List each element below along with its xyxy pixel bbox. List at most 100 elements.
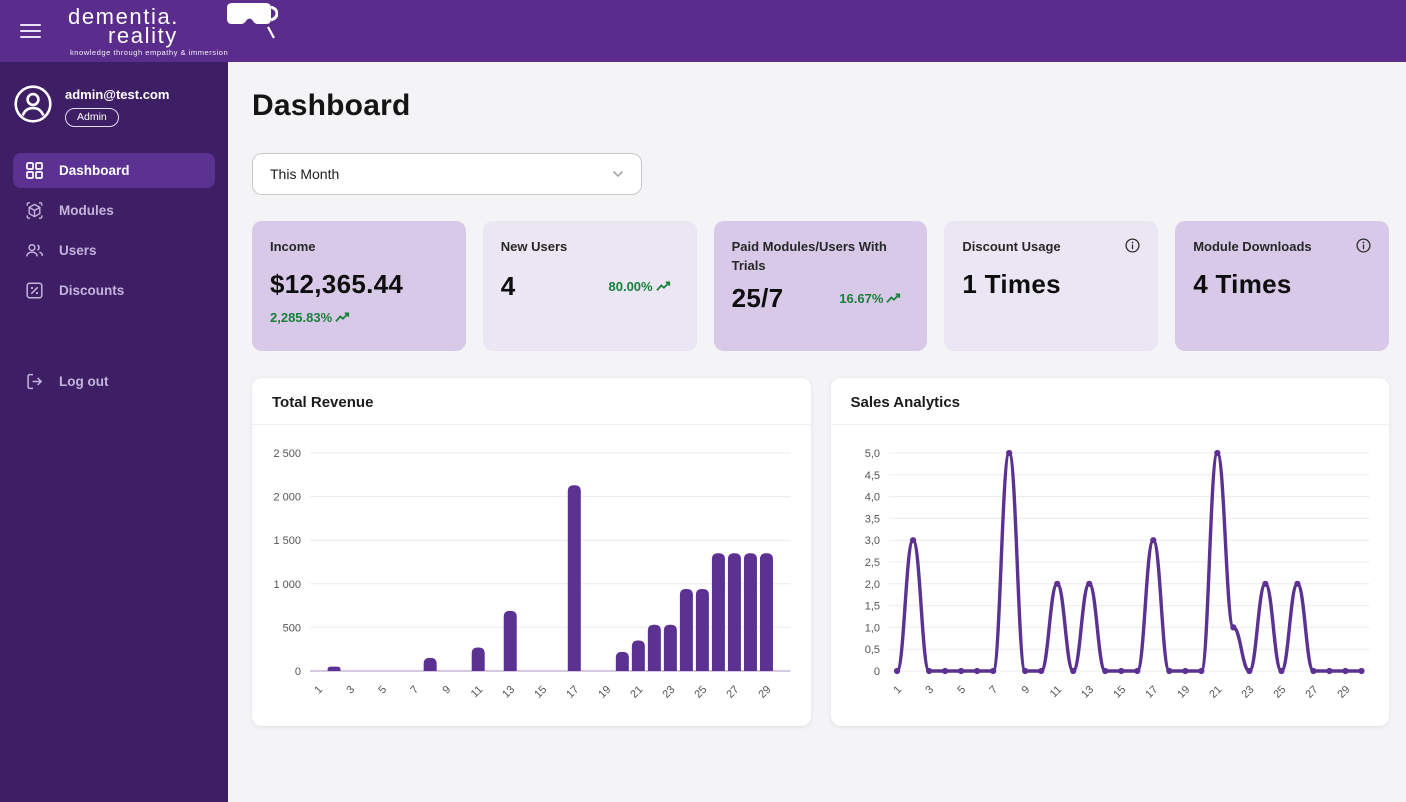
svg-text:1,0: 1,0 xyxy=(864,622,879,634)
svg-text:2,0: 2,0 xyxy=(864,579,879,591)
period-dropdown[interactable]: This Month xyxy=(252,153,642,195)
svg-text:17: 17 xyxy=(1143,684,1160,701)
point-day-29 xyxy=(1341,667,1349,675)
svg-text:9: 9 xyxy=(440,684,453,697)
bar-day-24 xyxy=(679,589,693,671)
bar-day-2 xyxy=(327,666,341,671)
chart-title: Sales Analytics xyxy=(830,378,1389,425)
hamburger-icon[interactable] xyxy=(20,20,41,42)
info-icon[interactable] xyxy=(1356,238,1371,253)
users-icon xyxy=(26,243,44,257)
stat-cards-row: Income $12,365.44 2,285.83% New Users 4 … xyxy=(252,221,1389,351)
svg-text:23: 23 xyxy=(660,684,677,701)
point-day-27 xyxy=(1309,667,1317,675)
svg-text:25: 25 xyxy=(1271,684,1288,701)
svg-text:5: 5 xyxy=(955,684,968,697)
bar-day-13 xyxy=(503,610,517,671)
svg-text:29: 29 xyxy=(1335,684,1352,701)
trending-up-icon xyxy=(655,281,670,292)
bar-day-11 xyxy=(471,647,485,671)
point-day-21 xyxy=(1213,449,1220,457)
stat-card-change: 16.67% xyxy=(839,291,901,306)
svg-text:11: 11 xyxy=(1047,684,1064,701)
svg-text:500: 500 xyxy=(283,622,301,634)
svg-text:27: 27 xyxy=(1303,684,1320,701)
svg-text:3,5: 3,5 xyxy=(864,513,879,525)
svg-text:21: 21 xyxy=(1207,684,1224,701)
svg-text:15: 15 xyxy=(532,684,549,701)
sidebar-item-dashboard[interactable]: Dashboard xyxy=(13,153,215,188)
svg-text:23: 23 xyxy=(1239,684,1256,701)
svg-text:7: 7 xyxy=(408,684,421,697)
svg-text:27: 27 xyxy=(724,684,741,701)
svg-text:0,5: 0,5 xyxy=(864,644,879,656)
svg-text:1: 1 xyxy=(312,684,325,697)
point-day-23 xyxy=(1245,667,1252,675)
point-day-25 xyxy=(1277,667,1285,675)
point-day-13 xyxy=(1085,580,1092,587)
dashboard-icon xyxy=(26,162,43,179)
stat-card-income: Income $12,365.44 2,285.83% xyxy=(252,221,466,351)
bar-day-22 xyxy=(647,624,661,671)
point-day-24 xyxy=(1261,580,1268,587)
chevron-down-icon xyxy=(612,170,624,178)
bar-day-28 xyxy=(743,553,757,671)
logo-tagline: knowledge through empathy & immersion xyxy=(70,48,229,57)
point-day-26 xyxy=(1293,580,1301,587)
page-title: Dashboard xyxy=(252,89,411,122)
svg-text:2 500: 2 500 xyxy=(274,448,302,460)
user-profile: admin@test.com Admin xyxy=(13,84,228,129)
bar-day-21 xyxy=(631,640,645,671)
stat-card-value: $12,365.44 xyxy=(270,268,404,299)
svg-text:9: 9 xyxy=(1019,684,1032,697)
stat-card-value: 1 Times xyxy=(962,268,1061,299)
point-day-19 xyxy=(1181,667,1188,675)
svg-text:13: 13 xyxy=(500,684,517,701)
svg-text:25: 25 xyxy=(692,684,709,701)
point-day-11 xyxy=(1053,580,1060,587)
point-day-6 xyxy=(973,667,980,675)
vr-headset-icon xyxy=(222,0,279,47)
svg-text:15: 15 xyxy=(1111,684,1128,701)
svg-text:5: 5 xyxy=(376,684,389,697)
account-circle-icon xyxy=(13,84,53,129)
bar-day-17 xyxy=(567,485,581,671)
point-day-4 xyxy=(941,667,948,675)
svg-text:1 500: 1 500 xyxy=(274,535,302,547)
info-icon[interactable] xyxy=(1125,238,1140,253)
point-day-30 xyxy=(1357,667,1365,675)
point-day-18 xyxy=(1165,667,1172,675)
cube-icon xyxy=(26,202,43,219)
point-day-20 xyxy=(1197,667,1204,675)
svg-text:1: 1 xyxy=(891,684,904,697)
stat-card-value: 4 xyxy=(500,270,516,301)
point-day-5 xyxy=(957,667,964,675)
sidebar-nav: Dashboard Modules Users xyxy=(0,153,228,399)
stat-card-change: 2,285.83% xyxy=(270,310,350,325)
stat-card-paid-modules: Paid Modules/Users With Trials 25/7 16.6… xyxy=(713,221,928,351)
point-day-15 xyxy=(1117,667,1124,675)
svg-text:4,5: 4,5 xyxy=(864,470,879,482)
svg-text:3: 3 xyxy=(923,684,936,697)
sidebar-item-logout[interactable]: Log out xyxy=(13,364,215,399)
sidebar-item-label: Modules xyxy=(59,203,114,218)
point-day-7 xyxy=(989,667,996,675)
bar-day-27 xyxy=(727,553,741,671)
sidebar-item-modules[interactable]: Modules xyxy=(13,193,215,228)
svg-text:19: 19 xyxy=(1175,684,1192,701)
top-bar: dementia. reality knowledge through empa… xyxy=(0,0,1406,62)
role-badge: Admin xyxy=(65,108,119,127)
sidebar: admin@test.com Admin Dashboard Modules xyxy=(0,62,228,802)
point-day-22 xyxy=(1229,624,1236,631)
svg-text:2,5: 2,5 xyxy=(864,557,879,569)
sidebar-item-users[interactable]: Users xyxy=(13,233,215,268)
stat-card-new-users: New Users 4 80.00% xyxy=(482,221,697,351)
sidebar-item-discounts[interactable]: Discounts xyxy=(13,273,215,308)
stat-card-value: 25/7 xyxy=(731,282,784,313)
stat-card-value: 4 Times xyxy=(1193,268,1292,299)
stat-card-title: Discount Usage xyxy=(962,239,1061,254)
svg-text:7: 7 xyxy=(987,684,1000,697)
svg-text:3: 3 xyxy=(344,684,357,697)
svg-text:3,0: 3,0 xyxy=(864,535,879,547)
svg-text:4,0: 4,0 xyxy=(864,492,879,504)
